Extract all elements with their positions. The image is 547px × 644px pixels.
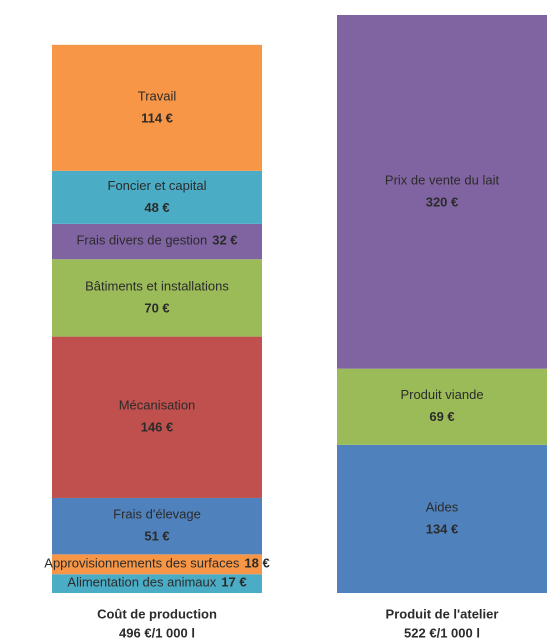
segment-label: Foncier et capital: [108, 178, 207, 193]
bar-segment: [52, 574, 262, 593]
segment-value: 320 €: [426, 194, 459, 209]
segment-value: 70 €: [144, 300, 169, 315]
segment-value: 51 €: [144, 529, 169, 544]
bar-segment: [337, 368, 547, 445]
segment-value: 17 €: [221, 575, 246, 590]
segment-label-line: Approvisionnements des surfaces 18 €: [44, 556, 269, 571]
segment-value: 69 €: [429, 409, 454, 424]
segment-label: Bâtiments et installations: [85, 278, 229, 293]
bar-total: 496 €/1 000 l: [119, 625, 195, 640]
bar-segment: [52, 170, 262, 224]
segment-label: Mécanisation: [119, 398, 196, 413]
segment-label: Travail: [138, 88, 177, 103]
bar-segment: [52, 554, 262, 575]
bar-segment: [52, 259, 262, 337]
bar-name: Produit de l'atelier: [386, 606, 499, 621]
segment-label: Aides: [426, 499, 459, 514]
segment-value: 48 €: [144, 200, 169, 215]
bar-total: 522 €/1 000 l: [404, 625, 480, 640]
segment-label: Prix de vente du lait: [385, 172, 500, 187]
segment-label-line: Frais divers de gestion 32 €: [76, 233, 237, 248]
segment-value: 134 €: [426, 521, 459, 536]
bar-name: Coût de production: [97, 606, 217, 621]
bar-segment: [52, 336, 262, 498]
segment-label-line: Alimentation des animaux 17 €: [67, 575, 246, 590]
segment-value: 32 €: [212, 233, 237, 248]
segment-label: Frais d'élevage: [113, 507, 201, 522]
bar-segment: [52, 223, 262, 260]
segment-label: Alimentation des animaux: [67, 575, 216, 590]
segment-value: 146 €: [141, 420, 174, 435]
bar-segment: [52, 497, 262, 555]
segment-value: 114 €: [141, 110, 173, 125]
bar-segment: [337, 444, 547, 593]
segment-value: 18 €: [244, 556, 269, 571]
segment-label: Frais divers de gestion: [76, 233, 207, 248]
segment-label: Approvisionnements des surfaces: [44, 556, 240, 571]
segment-label: Produit viande: [400, 387, 483, 402]
bar-segment: [337, 15, 547, 369]
bar-segment: [52, 44, 262, 171]
